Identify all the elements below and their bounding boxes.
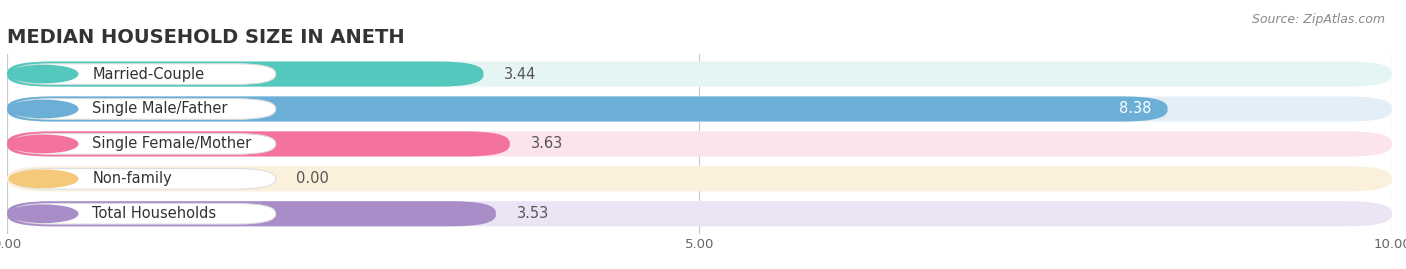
FancyBboxPatch shape (7, 201, 1392, 226)
Circle shape (8, 205, 77, 222)
Text: Married-Couple: Married-Couple (93, 66, 204, 82)
Text: MEDIAN HOUSEHOLD SIZE IN ANETH: MEDIAN HOUSEHOLD SIZE IN ANETH (7, 28, 405, 47)
Circle shape (8, 100, 77, 118)
FancyBboxPatch shape (13, 64, 276, 84)
FancyBboxPatch shape (13, 134, 276, 154)
Circle shape (8, 170, 77, 187)
Text: 3.63: 3.63 (530, 136, 562, 151)
Text: Single Male/Father: Single Male/Father (93, 101, 228, 116)
FancyBboxPatch shape (7, 201, 496, 226)
Text: 3.53: 3.53 (516, 206, 548, 221)
FancyBboxPatch shape (7, 96, 1392, 122)
Text: Source: ZipAtlas.com: Source: ZipAtlas.com (1251, 13, 1385, 26)
Circle shape (8, 65, 77, 83)
Text: 3.44: 3.44 (505, 66, 537, 82)
FancyBboxPatch shape (7, 62, 484, 87)
Text: 0.00: 0.00 (297, 171, 329, 186)
FancyBboxPatch shape (7, 131, 510, 157)
FancyBboxPatch shape (7, 166, 1392, 192)
Text: Single Female/Mother: Single Female/Mother (93, 136, 252, 151)
FancyBboxPatch shape (13, 169, 276, 189)
FancyBboxPatch shape (7, 131, 1392, 157)
FancyBboxPatch shape (13, 203, 276, 224)
FancyBboxPatch shape (7, 62, 1392, 87)
Text: Non-family: Non-family (93, 171, 172, 186)
Circle shape (8, 135, 77, 153)
Text: 8.38: 8.38 (1119, 101, 1152, 116)
FancyBboxPatch shape (13, 99, 276, 119)
Text: Total Households: Total Households (93, 206, 217, 221)
FancyBboxPatch shape (7, 96, 1167, 122)
